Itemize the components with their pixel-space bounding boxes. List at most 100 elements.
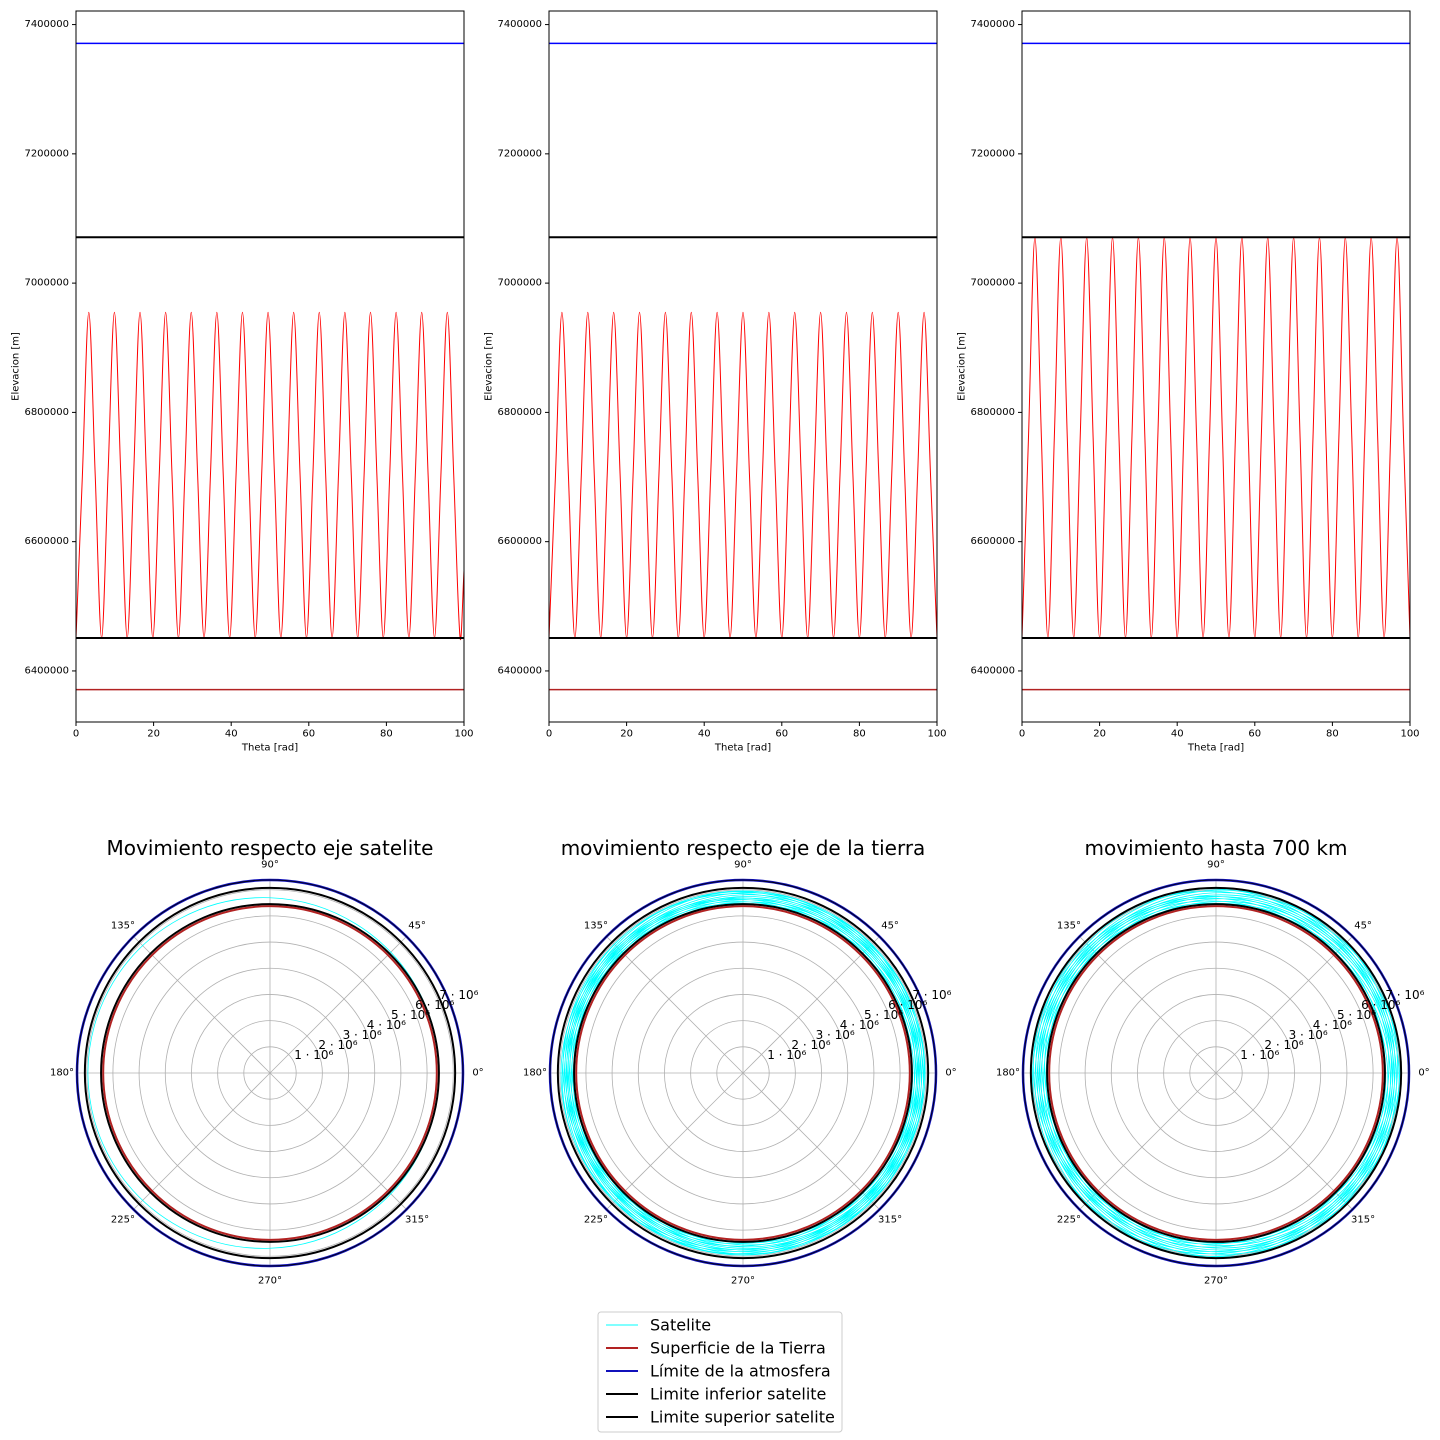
theta-tick-label: 270° [258,1276,282,1287]
legend-label: Satelite [650,1316,711,1335]
legend-label: Limite superior satelite [650,1408,835,1427]
radial-tick-label: 7 · 10⁶ [912,988,951,1002]
y-tick-label: 6600000 [24,536,69,547]
series-line [1048,905,1384,1241]
y-tick-label: 6800000 [24,407,69,418]
x-tick-label: 80 [380,729,393,740]
radial-tick-label: 3 · 10⁶ [343,1028,382,1042]
angular-grid [269,1072,407,1210]
radial-tick-label: 1 · 10⁶ [294,1048,333,1062]
x-tick-label: 40 [698,729,711,740]
x-tick-label: 80 [1326,729,1339,740]
y-tick-label: 6800000 [497,407,542,418]
angular-grid [1215,1072,1353,1210]
y-tick-label: 6800000 [970,407,1015,418]
x-axis-label: Theta [rad] [714,743,771,754]
y-tick-label: 7000000 [24,278,69,289]
theta-tick-label: 270° [1204,1276,1228,1287]
y-axis-label: Elevacion [m] [11,332,22,401]
radial-tick-label: 5 · 10⁶ [1337,1008,1376,1022]
y-tick-label: 7400000 [970,19,1015,30]
axes-frame [548,10,938,723]
radial-tick-label: 5 · 10⁶ [864,1008,903,1022]
theta-tick-label: 0° [1418,1068,1429,1079]
y-tick-label: 6400000 [970,665,1015,676]
series-line [1022,236,1410,639]
series-line [1046,903,1386,1243]
radial-tick-label: 1 · 10⁶ [1240,1048,1279,1062]
y-axis-label: Elevacion [m] [957,332,968,401]
x-tick-label: 0 [546,729,552,740]
radial-tick-label: 6 · 10⁶ [415,998,454,1012]
x-tick-label: 80 [853,729,866,740]
x-tick-label: 0 [1019,729,1025,740]
chart-title: movimiento respecto eje de la tierra [561,836,926,860]
x-tick-label: 100 [454,729,473,740]
theta-tick-label: 135° [584,920,608,931]
x-tick-label: 20 [147,729,160,740]
y-tick-label: 6600000 [970,536,1015,547]
radial-tick-label: 4 · 10⁶ [367,1018,406,1032]
theta-tick-label: 135° [111,920,135,931]
theta-tick-label: 180° [523,1068,547,1079]
theta-tick-label: 90° [261,860,279,871]
polar-spine [1022,879,1410,1267]
x-tick-label: 60 [1248,729,1261,740]
legend-label: Superficie de la Tierra [650,1339,826,1358]
x-tick-label: 100 [1400,729,1419,740]
chart-title: movimiento hasta 700 km [1085,836,1348,860]
y-tick-label: 7200000 [497,148,542,159]
x-tick-label: 20 [1093,729,1106,740]
x-axis-label: Theta [rad] [241,743,298,754]
angular-grid [606,1072,744,1210]
x-tick-label: 0 [73,729,79,740]
radial-tick-label: 2 · 10⁶ [318,1038,357,1052]
chart-title: Movimiento respecto eje satelite [107,836,434,860]
angular-grid [269,936,407,1074]
radial-tick-label: 6 · 10⁶ [1361,998,1400,1012]
y-tick-label: 7400000 [24,19,69,30]
radial-tick-label: 3 · 10⁶ [1289,1028,1328,1042]
theta-tick-label: 135° [1057,920,1081,931]
series-line [100,903,440,1243]
x-tick-label: 20 [620,729,633,740]
theta-tick-label: 315° [878,1215,902,1226]
series-line [102,905,438,1241]
radial-tick-label: 1 · 10⁶ [767,1048,806,1062]
legend-box [597,1311,843,1433]
y-tick-label: 6600000 [497,536,542,547]
radial-tick-label: 4 · 10⁶ [840,1018,879,1032]
radial-tick-label: 4 · 10⁶ [1313,1018,1352,1032]
theta-tick-label: 225° [584,1215,608,1226]
radial-tick-label: 7 · 10⁶ [1385,988,1424,1002]
angular-grid [133,1072,271,1210]
y-tick-label: 7200000 [970,148,1015,159]
series-line [556,886,930,1260]
radial-tick-label: 5 · 10⁶ [391,1008,430,1022]
angular-grid [606,936,744,1074]
theta-tick-label: 45° [408,920,426,931]
theta-tick-label: 180° [996,1068,1020,1079]
theta-tick-label: 225° [111,1215,135,1226]
series-line [573,903,913,1243]
theta-tick-label: 90° [1207,860,1225,871]
axes-frame [1021,10,1411,723]
angular-grid [1079,936,1217,1074]
series-line [87,897,440,1249]
theta-tick-label: 0° [472,1068,483,1079]
y-axis-label: Elevacion [m] [484,332,495,401]
y-tick-label: 7400000 [497,19,542,30]
y-tick-label: 6400000 [497,665,542,676]
x-tick-label: 60 [775,729,788,740]
legend-label: Límite de la atmosfera [650,1362,831,1381]
series-line [575,905,911,1241]
legend-label: Limite inferior satelite [650,1385,826,1404]
theta-tick-label: 315° [1351,1215,1375,1226]
polar-spine [549,879,937,1267]
x-tick-label: 60 [302,729,315,740]
angular-grid [742,936,880,1074]
y-tick-label: 7200000 [24,148,69,159]
theta-tick-label: 270° [731,1276,755,1287]
theta-tick-label: 45° [881,920,899,931]
